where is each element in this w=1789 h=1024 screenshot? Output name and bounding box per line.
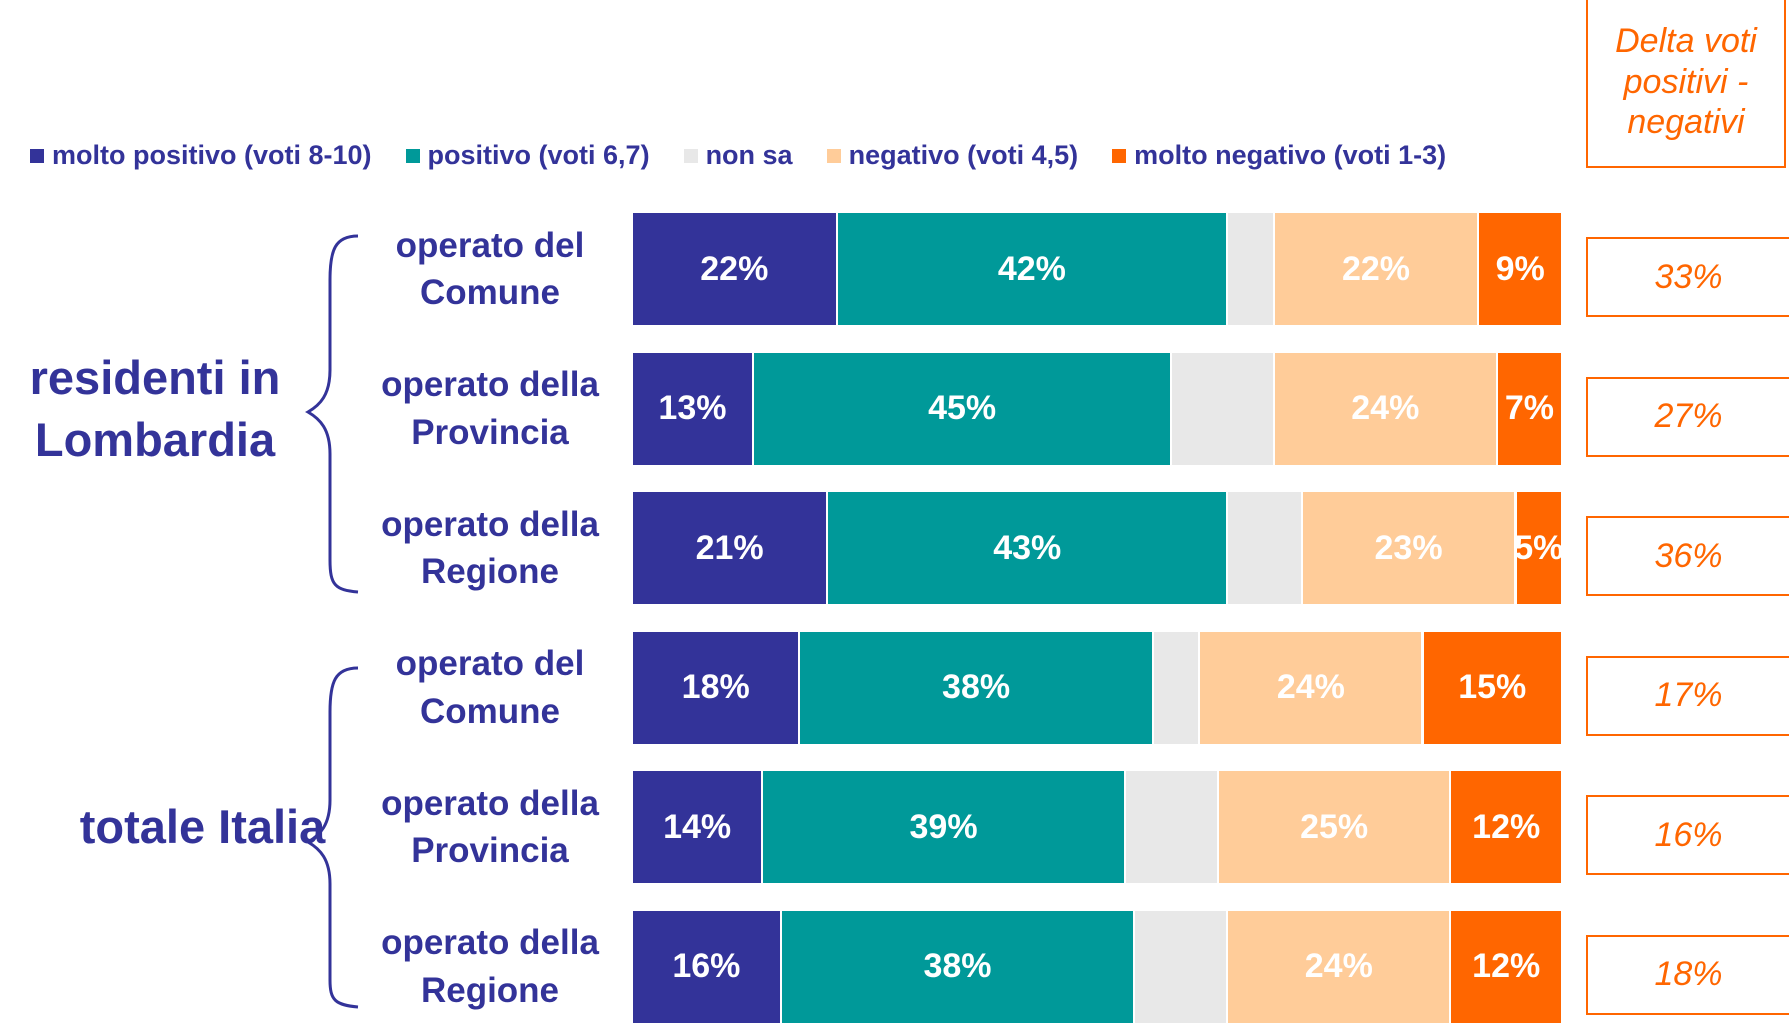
bar-segment [1125,771,1219,883]
legend-swatch [1112,148,1127,163]
legend-label: negativo (voti 4,5) [848,140,1079,170]
bar-segment: 16% [633,910,782,1023]
value-label: 9% [1495,249,1545,288]
value-label: 12% [1472,807,1541,846]
delta-title: Delta voti positivi - negativi [1586,0,1786,168]
value-label: 39% [909,807,978,846]
legend-label: positivo (voti 6,7) [427,140,650,170]
delta-box: 16% [1586,795,1789,875]
value-label: 38% [923,947,992,985]
bar-segment: 38% [781,910,1136,1023]
category-label: operato della Provincia [381,365,599,452]
bar-segment: 39% [763,771,1126,883]
value-label: 24% [1351,389,1420,427]
bar-segment: 23% [1302,492,1517,604]
group-label: residenti in Lombardia [29,351,281,466]
bar-segment: 22% [1274,213,1480,325]
bar-segment: 43% [828,492,1229,604]
value-label: 18% [681,668,750,706]
brace [305,234,359,594]
bar-segment [1228,492,1303,604]
delta-box: 17% [1586,655,1789,736]
value-label: 16% [672,947,741,985]
bar-segment: 42% [837,213,1229,325]
bar-segment: 13% [633,352,754,465]
value-label: 45% [928,389,997,427]
legend-label: molto positivo (voti 8-10) [52,140,372,170]
category-label: operato della Provincia [381,783,599,870]
bar-segment: 7% [1497,352,1563,465]
delta-box: 27% [1586,376,1789,457]
legend-item: molto negativo (voti 1-3) [1112,140,1446,171]
delta-box: 33% [1586,237,1789,317]
category-label: operato della Regione [381,504,599,591]
bar-segment: 9% [1479,213,1563,325]
bar-segment: 12% [1451,771,1563,883]
value-label: 38% [942,668,1011,706]
legend-swatch [405,148,420,163]
bar-segment: 21% [633,492,829,604]
bar-segment: 15% [1423,631,1563,744]
bar-segment: 38% [800,631,1154,744]
bar-segment: 45% [753,352,1173,465]
bar-segment: 25% [1218,771,1452,883]
legend-swatch [826,148,841,163]
bar-segment [1228,213,1275,325]
delta-box: 18% [1586,934,1789,1015]
legend-swatch [30,148,44,163]
category-label: operato del Comune [395,644,585,731]
delta-box: 36% [1586,516,1789,596]
category-label: operato della Regione [381,923,599,1010]
group-label: totale Italia [79,800,326,854]
value-label: 5% [1514,528,1564,567]
value-label: 22% [700,249,769,288]
legend-item: molto positivo (voti 8-10) [30,140,372,171]
bar-segment: 14% [633,771,764,883]
brace [305,666,359,1009]
value-label: 12% [1472,947,1541,985]
bar-segment: 24% [1228,910,1452,1023]
legend-item: non sa [683,140,793,171]
bar-segment: 24% [1200,631,1424,744]
legend-item: positivo (voti 6,7) [405,140,650,171]
value-label: 43% [993,528,1062,567]
value-label: 21% [695,528,764,567]
bar-segment: 12% [1451,910,1563,1023]
bar-segment [1153,631,1201,744]
value-label: 42% [997,249,1066,288]
bar-segment: 24% [1274,352,1498,465]
category-label: operato del Comune [395,225,585,312]
legend-label: non sa [705,140,793,170]
value-label: 24% [1276,668,1345,706]
value-label: 22% [1341,249,1411,288]
value-label: 23% [1374,528,1443,567]
value-label: 13% [658,389,727,427]
value-label: 15% [1458,668,1527,706]
value-label: 14% [663,807,732,846]
bar-segment: 22% [633,213,838,325]
legend-swatch [683,148,698,163]
value-label: 7% [1504,389,1554,427]
bar-segment: 18% [633,631,801,744]
bar-segment [1135,910,1229,1023]
bar-segment: 5% [1514,492,1564,604]
bar-segment [1172,352,1275,465]
value-label: 25% [1300,807,1369,846]
legend: molto positivo (voti 8-10) positivo (voti… [30,140,1446,171]
value-label: 24% [1304,947,1373,985]
legend-item: negativo (voti 4,5) [826,140,1079,171]
legend-label: molto negativo (voti 1-3) [1134,140,1447,170]
